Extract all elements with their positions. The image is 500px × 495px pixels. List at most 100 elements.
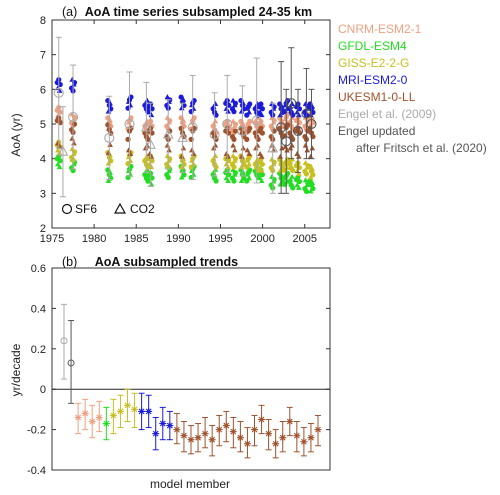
data-point bbox=[231, 164, 237, 170]
data-point bbox=[279, 103, 285, 109]
star-stroke bbox=[138, 408, 145, 415]
trend-point bbox=[159, 420, 167, 428]
star-stroke bbox=[209, 436, 216, 443]
data-point bbox=[258, 125, 264, 131]
data-point bbox=[244, 136, 250, 142]
data-point bbox=[238, 177, 245, 183]
panel-a-plot-area: 2 3 4 5 6 7 8 1975 1980 1985 1990 1995 2000 2005 bbox=[40, 15, 331, 245]
data-point bbox=[258, 101, 264, 107]
trend-point bbox=[208, 436, 216, 444]
data-point bbox=[107, 141, 113, 147]
star-stroke bbox=[265, 430, 272, 437]
legend-giss: GISS-E2-2-G bbox=[338, 56, 409, 70]
data-point bbox=[181, 172, 187, 178]
obs-point-sf6 bbox=[276, 122, 287, 133]
data-point bbox=[190, 150, 197, 156]
star-stroke bbox=[166, 422, 173, 429]
data-point bbox=[225, 177, 231, 183]
star-stroke bbox=[173, 426, 180, 433]
data-point bbox=[69, 135, 76, 141]
data-point bbox=[210, 121, 217, 127]
data-point bbox=[284, 164, 290, 170]
obs-point-co2 bbox=[267, 142, 279, 153]
star-stroke bbox=[188, 436, 194, 443]
data-point bbox=[56, 143, 63, 149]
trend-point bbox=[60, 337, 68, 345]
trend-point bbox=[251, 426, 258, 434]
obs-point-sf6 bbox=[306, 118, 317, 130]
data-point bbox=[254, 142, 261, 148]
marker-legend: SF6 CO2 bbox=[61, 202, 155, 216]
data-point bbox=[144, 97, 150, 103]
obs-point-co2 bbox=[162, 128, 174, 139]
data-point bbox=[148, 153, 155, 159]
data-point bbox=[190, 171, 197, 177]
data-point bbox=[258, 112, 265, 118]
data-point bbox=[240, 169, 247, 175]
data-point bbox=[240, 145, 247, 151]
data-point bbox=[290, 185, 296, 191]
data-point bbox=[232, 147, 238, 153]
data-point bbox=[148, 112, 155, 118]
data-point bbox=[279, 159, 285, 165]
data-point bbox=[259, 130, 265, 136]
marker-legend-co2: CO2 bbox=[130, 202, 155, 216]
data-point bbox=[307, 188, 314, 194]
data-point bbox=[127, 102, 134, 108]
data-point bbox=[189, 147, 195, 153]
obs-point-sf6 bbox=[68, 112, 79, 123]
data-point bbox=[178, 174, 185, 180]
data-point bbox=[258, 177, 265, 183]
y-tick-label: 0.6 bbox=[31, 263, 46, 275]
data-point bbox=[303, 188, 310, 194]
obs-point-co2 bbox=[57, 145, 69, 156]
data-point bbox=[307, 174, 314, 180]
data-point bbox=[287, 117, 294, 123]
y-tick-label: 6 bbox=[40, 84, 46, 96]
star-stroke bbox=[315, 426, 321, 433]
data-point bbox=[180, 117, 187, 123]
data-point bbox=[107, 100, 113, 106]
trend-point bbox=[300, 438, 308, 446]
data-point bbox=[302, 142, 309, 148]
star-stroke bbox=[103, 420, 110, 427]
star-stroke bbox=[96, 414, 103, 421]
data-point bbox=[259, 106, 265, 112]
legend-engel-updated: Engel updated bbox=[338, 124, 415, 138]
trend-point bbox=[307, 434, 315, 442]
data-point bbox=[142, 145, 149, 151]
x-tick-label: 1980 bbox=[82, 233, 106, 245]
legend-fritsch: after Fritsch et al. (2020) bbox=[356, 141, 487, 155]
data-point bbox=[212, 118, 219, 124]
data-point bbox=[296, 112, 302, 118]
trend-point bbox=[166, 422, 174, 430]
data-point bbox=[210, 103, 217, 109]
data-point bbox=[309, 180, 316, 186]
data-point bbox=[178, 105, 185, 111]
star-stroke bbox=[145, 408, 152, 415]
star-stroke bbox=[202, 430, 209, 437]
star-stroke bbox=[286, 418, 293, 425]
trend-point bbox=[145, 407, 153, 415]
data-point bbox=[247, 118, 253, 124]
data-point bbox=[277, 112, 284, 118]
star-stroke bbox=[223, 422, 230, 429]
data-point bbox=[107, 117, 113, 123]
obs-point-sf6 bbox=[222, 118, 233, 130]
star-stroke bbox=[216, 426, 223, 433]
data-point bbox=[246, 150, 252, 156]
y-tick-label: 2 bbox=[40, 223, 46, 235]
data-point bbox=[238, 108, 245, 114]
obs-point-sf6 bbox=[53, 87, 64, 98]
data-point bbox=[231, 178, 237, 184]
data-point bbox=[246, 175, 252, 181]
data-point bbox=[210, 145, 217, 151]
data-point bbox=[164, 142, 171, 148]
data-point bbox=[142, 100, 149, 106]
data-point bbox=[166, 147, 172, 153]
data-point bbox=[57, 158, 63, 164]
trend-point bbox=[109, 411, 117, 419]
x-tick-label: 1990 bbox=[166, 233, 190, 245]
circle-icon bbox=[61, 203, 73, 215]
